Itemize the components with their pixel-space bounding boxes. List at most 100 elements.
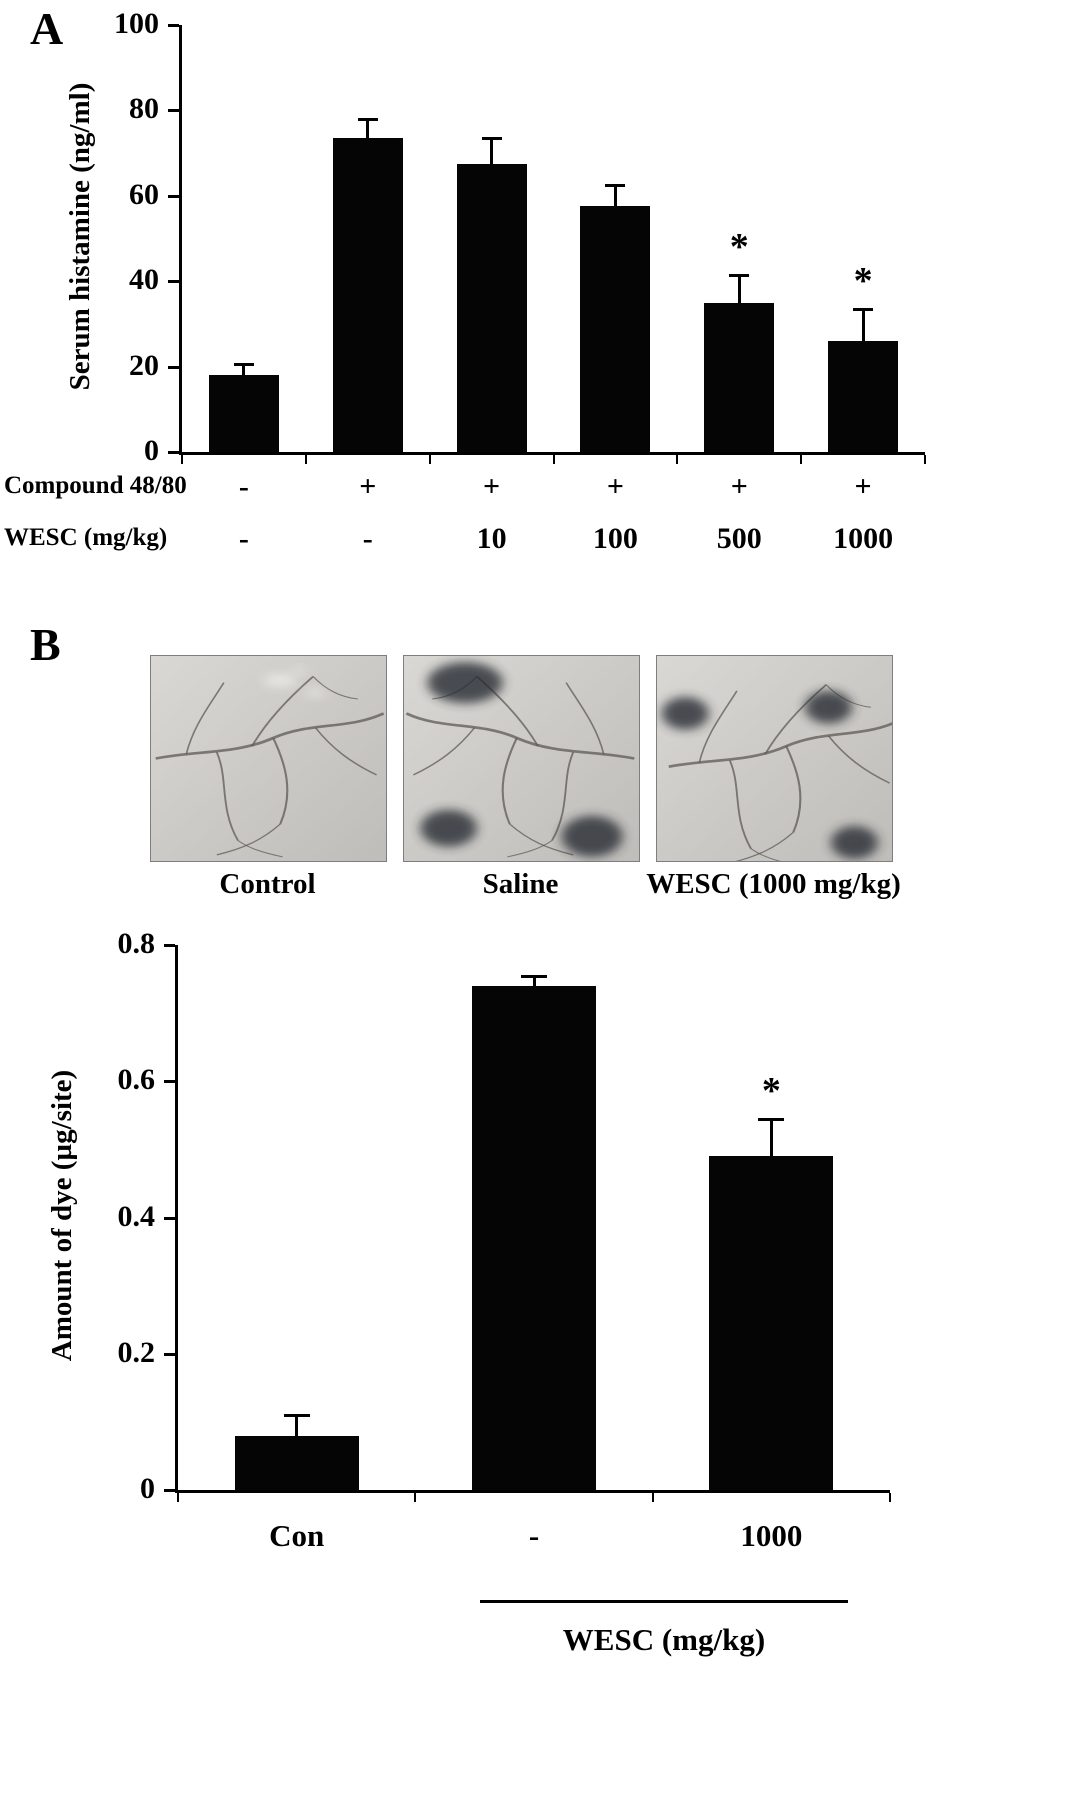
bar [456, 163, 527, 452]
error-bar-line [366, 118, 370, 139]
x-row-value: + [606, 470, 624, 503]
x-tick-mark [304, 455, 307, 464]
dye-spot [805, 690, 853, 724]
dye-spot [661, 697, 709, 730]
y-tick-label: 20 [129, 348, 159, 382]
x-axis-line [175, 1490, 890, 1493]
x-category-label: - [528, 1518, 540, 1553]
error-bar-cap [357, 117, 378, 121]
x-row-value: + [359, 470, 377, 503]
x-tick-mark [924, 455, 926, 464]
y-tick-mark [164, 1216, 175, 1220]
x-row-value: + [730, 470, 748, 503]
y-tick-label: 60 [129, 177, 159, 211]
y-tick-mark [164, 1352, 175, 1356]
y-axis-line [179, 25, 182, 455]
photo-caption: Saline [482, 868, 559, 900]
y-tick-mark [168, 24, 179, 27]
x-tick-mark [181, 455, 183, 464]
tissue-photo [656, 655, 893, 862]
tissue-photo-image [404, 656, 639, 861]
error-bar-line [861, 308, 865, 341]
y-axis-line [175, 945, 178, 1493]
x-tick-mark [428, 455, 431, 464]
x-category-label: 1000 [740, 1518, 803, 1553]
panel-a-label: A [30, 3, 64, 54]
x-tick-mark [651, 1493, 654, 1502]
x-tick-mark [800, 455, 803, 464]
y-tick-label: 0.2 [117, 1335, 156, 1369]
significance-star: * [853, 259, 873, 302]
error-bar-line [532, 975, 536, 986]
x-category-label: Con [269, 1518, 325, 1553]
y-tick-label: 80 [129, 92, 159, 126]
x-row-value: 10 [476, 522, 507, 555]
x-row-label: WESC (mg/kg) [4, 524, 168, 551]
bar [234, 1435, 359, 1490]
error-bar-line [737, 274, 741, 303]
group-underline [480, 1600, 848, 1603]
group-label: WESC (mg/kg) [562, 1622, 766, 1657]
bar [332, 138, 403, 452]
x-tick-mark [414, 1493, 417, 1502]
tissue-photo-image [657, 656, 892, 861]
error-bar-cap [758, 1117, 785, 1121]
dye-spot [561, 815, 623, 857]
error-bar-cap [605, 184, 626, 188]
y-tick-mark [168, 109, 179, 113]
dye-spot [830, 826, 878, 859]
x-row-value: 500 [716, 522, 762, 555]
bar [472, 985, 596, 1490]
error-bar-cap [233, 363, 254, 367]
x-row-value: 1000 [833, 522, 894, 555]
significance-star: * [761, 1069, 781, 1112]
error-bar-line [242, 364, 246, 376]
x-tick-mark [676, 455, 679, 464]
x-row-value: - [362, 522, 373, 555]
tissue-photo [150, 655, 387, 862]
y-tick-label: 0.4 [117, 1199, 156, 1233]
x-tick-mark [177, 1493, 179, 1502]
y-tick-label: 0 [144, 434, 159, 467]
y-tick-mark [164, 1080, 175, 1084]
bar [580, 206, 651, 452]
y-axis-title: Amount of dye (µg/site) [45, 1069, 78, 1361]
error-bar-line [295, 1415, 299, 1436]
x-row-value: - [238, 522, 249, 555]
significance-star: * [729, 225, 749, 268]
photo-caption: Control [219, 868, 316, 900]
x-row-value: - [238, 470, 249, 503]
y-tick-label: 0 [140, 1472, 155, 1505]
dye-spot [420, 809, 477, 847]
error-bar-line [613, 185, 617, 207]
y-tick-label: 40 [129, 263, 159, 297]
bar [828, 340, 899, 452]
y-tick-mark [168, 451, 179, 454]
bar [208, 375, 279, 452]
error-bar-line [769, 1118, 773, 1157]
y-tick-mark [168, 280, 179, 284]
error-bar-cap [853, 307, 874, 311]
tissue-photo-image [151, 656, 386, 861]
x-row-value: + [854, 470, 872, 503]
dye-spot [427, 662, 503, 704]
error-bar-cap [729, 273, 750, 277]
bar [704, 302, 775, 452]
x-tick-mark [552, 455, 555, 464]
y-tick-label: 0.8 [117, 927, 156, 960]
x-row-label: Compound 48/80 [4, 472, 187, 499]
y-tick-label: 100 [114, 7, 159, 40]
x-axis-line [179, 452, 925, 455]
y-tick-mark [164, 1489, 175, 1492]
x-row-value: 100 [592, 522, 638, 555]
error-bar-line [490, 138, 494, 164]
y-tick-label: 0.6 [117, 1063, 156, 1097]
x-tick-mark [889, 1493, 891, 1502]
y-tick-mark [164, 944, 175, 947]
error-bar-cap [283, 1414, 310, 1418]
y-tick-mark [168, 365, 179, 369]
